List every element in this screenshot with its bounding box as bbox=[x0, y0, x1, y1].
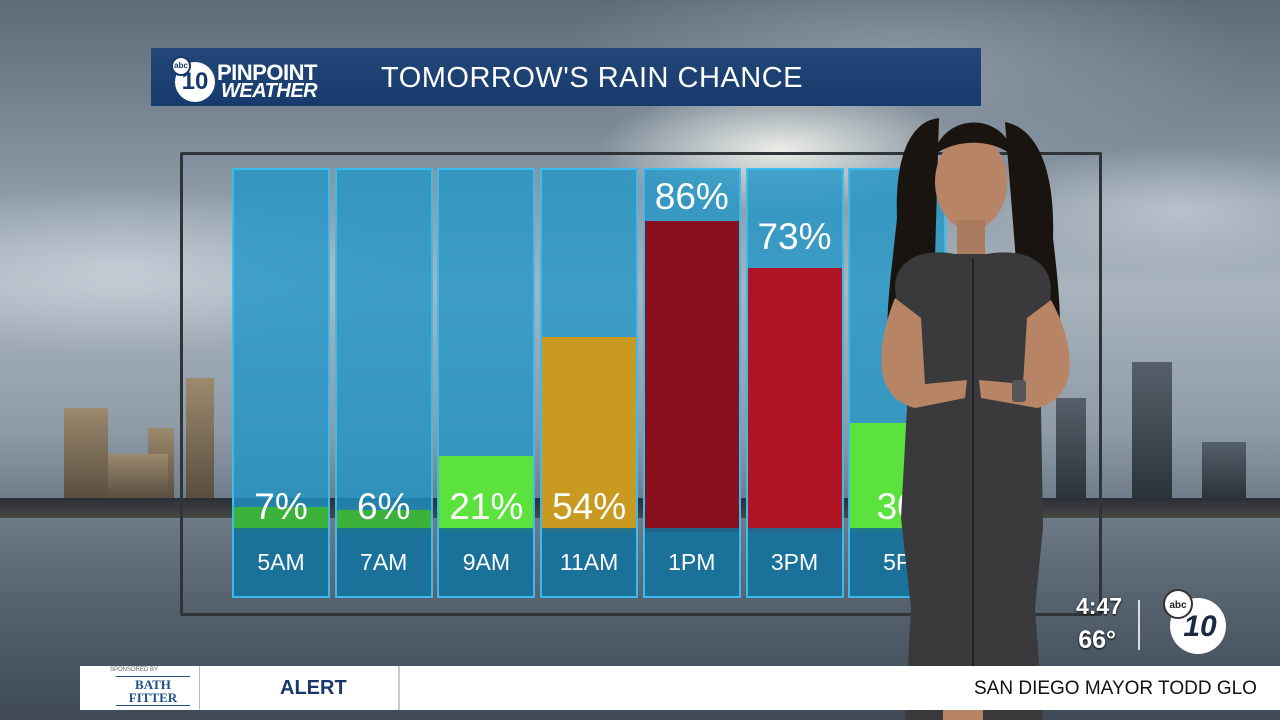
bar-column-1pm: 86% 1PM bbox=[642, 168, 741, 598]
chart-frame bbox=[180, 152, 1102, 616]
tick-label: 7AM bbox=[336, 528, 431, 596]
alert-label: ALERT bbox=[280, 677, 347, 699]
channel-number-text: 10 bbox=[1183, 610, 1217, 643]
skyline-building bbox=[64, 408, 108, 498]
sponsor-name-line-1: BATH bbox=[135, 677, 171, 692]
bar-column-5am: 7% 5AM bbox=[232, 168, 330, 598]
skyline-building bbox=[1056, 398, 1086, 498]
bar-column-11am: 54% 11AM bbox=[540, 168, 639, 598]
pinpoint-weather-logo: 10 abc PINPOINT WEATHER bbox=[171, 56, 345, 102]
data-label: 7% bbox=[254, 486, 308, 527]
abc-10-station-logo: abc 10 bbox=[1162, 588, 1228, 656]
skyline-building bbox=[1202, 442, 1246, 498]
clock-time: 4:47 bbox=[1075, 593, 1122, 619]
bar bbox=[234, 506, 328, 532]
bar-column-3pm: 73% 3PM bbox=[745, 168, 844, 598]
tick-label: 9AM bbox=[439, 528, 534, 596]
tick-label: 5AM bbox=[234, 528, 328, 596]
bar bbox=[542, 336, 637, 532]
bar bbox=[336, 510, 431, 532]
tick-label: 3PM bbox=[747, 528, 842, 596]
bar-column-7am: 6% 7AM bbox=[334, 168, 433, 598]
skyline-building bbox=[1132, 362, 1172, 498]
bar bbox=[747, 267, 842, 532]
skyline-building bbox=[108, 454, 168, 498]
bar-column-9am: 21% 9AM bbox=[437, 168, 536, 598]
status-divider bbox=[1138, 600, 1140, 650]
logo-text-weather: WEATHER bbox=[221, 80, 318, 102]
data-label: 73% bbox=[757, 215, 832, 257]
skyline-building bbox=[186, 378, 214, 498]
page-title: TOMORROW'S RAIN CHANCE bbox=[381, 62, 804, 94]
sponsor-label: SPONSORED BY bbox=[110, 667, 159, 673]
abc-logo-icon: abc bbox=[171, 56, 191, 76]
title-bar: 10 abc PINPOINT WEATHER TOMORROW'S RAIN … bbox=[151, 48, 981, 106]
data-label: 86% bbox=[654, 176, 729, 217]
news-ticker: SPONSORED BY BATH FITTER ALERT SAN DIEGO… bbox=[80, 666, 1280, 710]
bar bbox=[644, 220, 739, 532]
ticker-divider bbox=[398, 666, 400, 710]
sponsor-name-line-2: FITTER bbox=[128, 690, 178, 705]
data-label: 21% bbox=[449, 486, 524, 527]
sponsor-badge: SPONSORED BY BATH FITTER bbox=[80, 666, 200, 710]
current-temperature: 66° bbox=[1078, 626, 1116, 654]
data-label: 54% bbox=[552, 486, 627, 527]
tick-label: 1PM bbox=[644, 528, 739, 596]
bar bbox=[439, 455, 534, 532]
abc-logo-text: abc bbox=[1169, 600, 1187, 611]
meteorologist-presenter bbox=[881, 118, 1070, 720]
ticker-headline: SAN DIEGO MAYOR TODD GLO bbox=[974, 678, 1257, 699]
tick-label: 11AM bbox=[542, 528, 637, 596]
sponsor-logo: BATH FITTER bbox=[116, 676, 190, 706]
data-label: 6% bbox=[356, 486, 411, 527]
logo-text-pinpoint: PINPOINT bbox=[217, 60, 317, 85]
